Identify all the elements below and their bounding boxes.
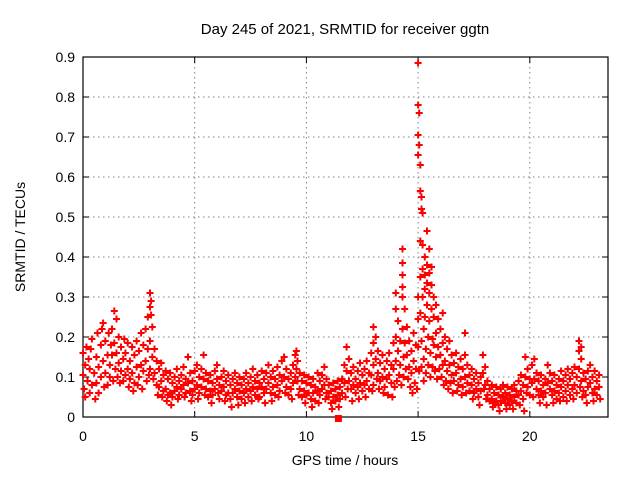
y-tick-label: 0.3: [56, 289, 76, 305]
y-axis-label: SRMTID / TECUs: [12, 182, 28, 292]
chart-title: Day 245 of 2021, SRMTID for receiver ggt…: [201, 21, 489, 38]
y-tick-label: 0.1: [56, 369, 76, 385]
filled-square-marker: [334, 415, 342, 422]
y-tick-label: 0.7: [56, 129, 76, 145]
x-tick-label: 15: [410, 428, 426, 444]
x-tick-labels: 0 5 10 15 20: [79, 428, 538, 444]
x-tick-label: 0: [79, 428, 87, 444]
square-markers: [334, 415, 342, 422]
y-tick-label: 0.4: [56, 249, 76, 265]
x-tick-label: 5: [191, 428, 199, 444]
y-tick-label: 0.6: [56, 169, 76, 185]
x-tick-label: 20: [522, 428, 538, 444]
plot-border: [82, 56, 609, 418]
y-tick-label: 0.2: [56, 329, 76, 345]
y-tick-labels: 0 0.1 0.2 0.3 0.4 0.5 0.6 0.7 0.8 0.9: [56, 49, 76, 425]
x-tick-label: 10: [299, 428, 315, 444]
y-tick-label: 0.8: [56, 89, 76, 105]
scatter-points: [79, 59, 604, 415]
y-tick-label: 0.9: [56, 49, 76, 65]
x-axis-label: GPS time / hours: [292, 452, 399, 468]
y-tick-label: 0: [67, 409, 75, 425]
y-tick-label: 0.5: [56, 209, 76, 225]
grid-lines: [83, 57, 608, 417]
